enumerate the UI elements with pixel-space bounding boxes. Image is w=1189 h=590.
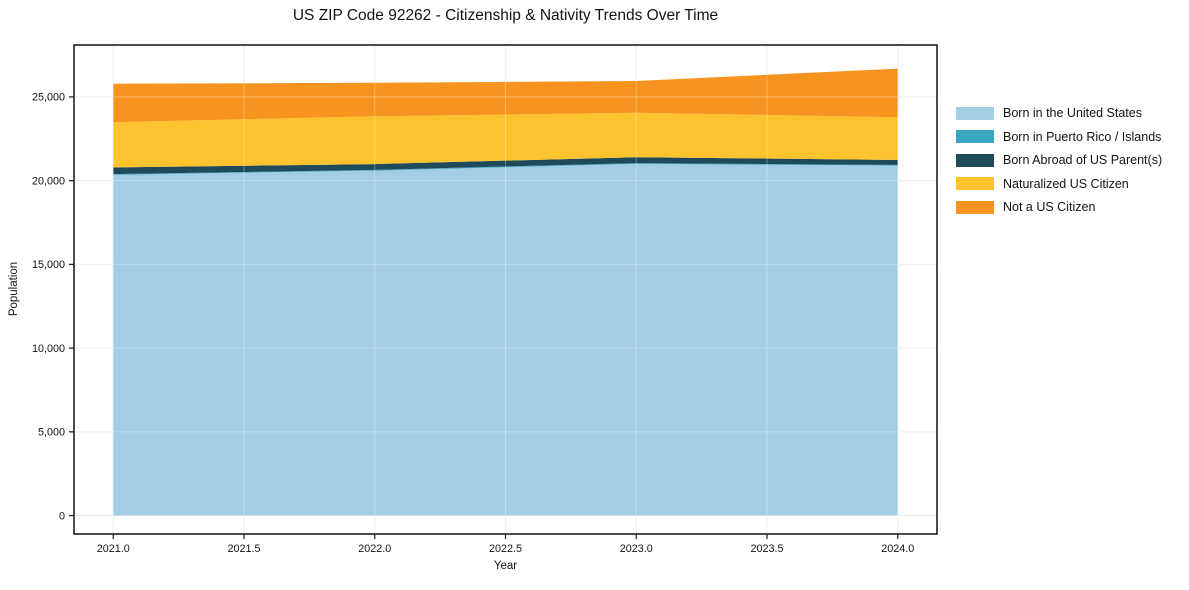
legend-label: Naturalized US Citizen <box>1003 176 1129 191</box>
y-axis-label: Population <box>8 261 20 317</box>
y-tick-label: 25,000 <box>32 92 65 104</box>
x-tick-label: 2023.0 <box>620 543 653 555</box>
legend-swatch <box>956 200 994 214</box>
y-tick-label: 15,000 <box>32 259 65 271</box>
legend-swatch <box>956 130 994 143</box>
area-born-abroad-of-us-parent-s <box>113 157 898 175</box>
legend-label: Born in the United States <box>1003 106 1142 120</box>
x-tick-label: 2021.5 <box>227 543 260 555</box>
area-born-in-the-united-states <box>113 163 898 516</box>
legend-swatch <box>956 153 994 167</box>
legend-swatch <box>956 106 994 120</box>
y-tick-label: 5,000 <box>38 427 65 439</box>
legend-item: Born in Puerto Rico / Islands <box>956 130 1162 144</box>
legend-item: Born Abroad of US Parent(s) <box>956 153 1162 167</box>
legend-label: Not a US Citizen <box>1003 200 1096 214</box>
area-naturalized-us-citizen <box>113 112 898 168</box>
legend-swatch <box>956 177 994 190</box>
chart-title: US ZIP Code 92262 - Citizenship & Nativi… <box>292 7 719 24</box>
x-tick-label: 2022.5 <box>489 543 522 555</box>
x-tick-label: 2024.0 <box>881 543 914 555</box>
x-tick-label: 2022.0 <box>358 543 391 555</box>
legend-label: Born Abroad of US Parent(s) <box>1003 153 1163 167</box>
y-tick-label: 0 <box>59 510 65 522</box>
y-tick-label: 20,000 <box>32 175 65 187</box>
legend-item: Born in the United States <box>956 106 1162 120</box>
y-tick-label: 10,000 <box>32 343 65 355</box>
x-tick-label: 2021.0 <box>97 543 130 555</box>
legend-item: Naturalized US Citizen <box>956 177 1162 191</box>
x-tick-label: 2023.5 <box>750 543 783 555</box>
legend-label: Born in Puerto Rico / Islands <box>1003 129 1162 144</box>
legend: Born in the United States Born in Puerto … <box>956 106 1162 214</box>
area-not-a-us-citizen <box>113 68 898 123</box>
x-axis-label: Year <box>493 560 518 572</box>
legend-item: Not a US Citizen <box>956 200 1162 214</box>
